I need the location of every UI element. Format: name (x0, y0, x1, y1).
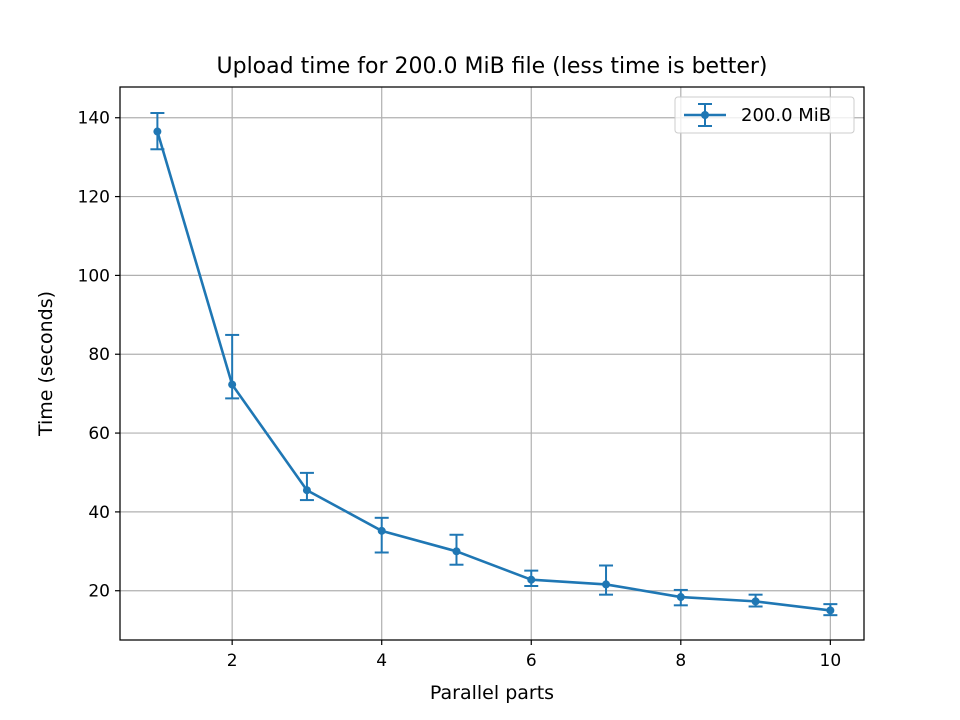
y-tick-label: 100 (78, 266, 110, 286)
data-point (302, 486, 311, 495)
x-tick-label: 2 (227, 651, 238, 671)
y-tick-label: 60 (88, 424, 110, 444)
data-point (153, 127, 162, 136)
plot-frame (119, 86, 865, 641)
legend-box (674, 96, 855, 134)
data-point (228, 380, 237, 389)
x-tick-label: 10 (820, 651, 842, 671)
legend-marker (701, 111, 709, 119)
series-line-layer (156, 131, 831, 612)
axis-ticks: 2 4 6 8 10 20 40 60 80 100 120 140 (78, 109, 842, 671)
y-tick-label: 40 (88, 503, 110, 523)
x-axis-label: Parallel parts (430, 682, 554, 704)
x-tick-label: 8 (675, 651, 686, 671)
x-tick-label: 6 (526, 651, 537, 671)
data-points (153, 127, 835, 615)
data-point (377, 526, 386, 535)
data-point (452, 547, 461, 556)
legend: 200.0 MiB (674, 96, 855, 134)
error-bars (150, 112, 838, 617)
y-tick-label: 20 (88, 582, 110, 602)
data-point (826, 606, 835, 615)
series-line (156, 131, 831, 612)
chart-title: Upload time for 200.0 MiB file (less tim… (217, 54, 768, 79)
data-point (751, 597, 760, 606)
x-tick-label: 4 (376, 651, 387, 671)
y-axis-label: Time (seconds) (35, 291, 57, 437)
data-point (602, 580, 611, 589)
y-tick-label: 120 (78, 188, 110, 208)
data-point (676, 593, 685, 602)
grid (120, 87, 864, 640)
legend-series-label: 200.0 MiB (741, 105, 831, 126)
y-tick-label: 80 (88, 345, 110, 365)
y-tick-label: 140 (78, 109, 110, 129)
data-point (527, 575, 536, 584)
legend-series-symbol (684, 103, 726, 127)
